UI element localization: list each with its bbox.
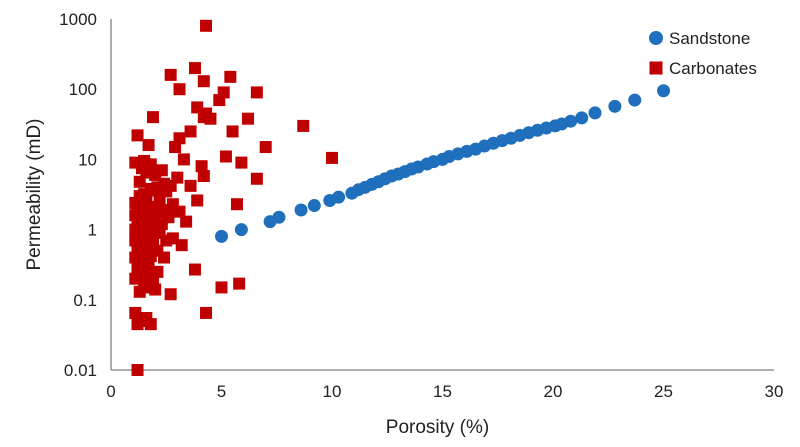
carbonates-point <box>226 125 239 138</box>
carbonates-point <box>197 170 210 183</box>
carbonates-point <box>169 141 182 154</box>
carbonates-point <box>242 112 255 125</box>
x-tick-label: 25 <box>654 382 673 401</box>
sandstone-point <box>215 229 228 243</box>
carbonates-point <box>177 153 190 166</box>
carbonates-point <box>195 160 208 173</box>
carbonates-point <box>204 112 217 125</box>
carbonates-point <box>131 364 144 376</box>
carbonates-point <box>250 86 263 99</box>
sandstone-point <box>564 114 578 128</box>
carbonates-point <box>224 70 237 83</box>
carbonates-point <box>133 175 146 188</box>
y-tick-label: 0.01 <box>64 361 97 380</box>
y-axis-title: Permeability (mD) <box>24 118 45 270</box>
y-tick-label: 100 <box>69 80 97 99</box>
carbonates-point <box>200 306 213 319</box>
carbonates-point <box>191 194 204 207</box>
x-tick-label: 20 <box>544 382 563 401</box>
sandstone-point <box>272 210 286 224</box>
sandstone-point <box>575 111 589 125</box>
carbonates-point <box>173 205 186 218</box>
sandstone-point <box>307 199 321 213</box>
x-tick-label: 30 <box>765 382 784 401</box>
carbonates-point <box>197 75 210 88</box>
x-tick-label: 5 <box>217 382 226 401</box>
y-tick-label: 0.1 <box>73 291 97 310</box>
carbonates-point <box>235 156 248 169</box>
x-axis-title: Porosity (%) <box>386 417 489 438</box>
carbonates-point <box>140 166 153 179</box>
carbonates-point <box>160 234 173 247</box>
sandstone-point <box>657 84 670 98</box>
carbonates-point <box>164 288 177 301</box>
carbonates-point <box>219 150 232 163</box>
carbonates-point <box>180 215 193 228</box>
data-points <box>129 19 670 376</box>
sandstone-point <box>628 93 642 107</box>
carbonates-point <box>217 86 230 99</box>
x-tick-label: 15 <box>433 382 452 401</box>
carbonates-point <box>158 251 171 264</box>
sandstone-point <box>588 106 602 120</box>
carbonates-point <box>233 277 246 290</box>
carbonates-point <box>133 285 146 298</box>
x-tick-label: 0 <box>106 382 115 401</box>
legend-label-sandstone: Sandstone <box>669 29 750 48</box>
y-tick-label: 1000 <box>59 10 97 29</box>
carbonates-point <box>131 318 144 331</box>
sandstone-point <box>608 99 622 113</box>
carbonates-point <box>131 129 144 142</box>
x-tick-label: 10 <box>323 382 342 401</box>
carbonates-point <box>142 139 155 152</box>
sandstone-point <box>294 203 308 217</box>
carbonates-point <box>326 151 338 164</box>
carbonates-point <box>297 119 310 132</box>
carbonates-point <box>146 111 159 124</box>
carbonates-point <box>184 125 197 138</box>
sandstone-point <box>234 223 248 237</box>
y-tick-label: 10 <box>78 150 97 169</box>
carbonates-point <box>200 19 213 32</box>
legend: Sandstone Carbonates <box>649 29 757 78</box>
carbonates-point <box>188 62 201 75</box>
carbonates-point <box>250 172 263 185</box>
legend-marker-sandstone <box>649 31 663 45</box>
legend-label-carbonates: Carbonates <box>669 59 757 78</box>
carbonates-point <box>175 239 188 252</box>
carbonates-point <box>215 281 228 294</box>
carbonates-point <box>184 179 197 192</box>
carbonates-point <box>173 83 186 96</box>
carbonates-point <box>144 318 157 331</box>
carbonates-point <box>259 141 272 154</box>
sandstone-point <box>332 190 346 204</box>
carbonates-point <box>164 68 177 81</box>
legend-marker-carbonates <box>649 61 663 75</box>
carbonates-point <box>149 283 162 296</box>
y-tick-label: 1 <box>88 221 97 240</box>
carbonates-point <box>230 198 243 211</box>
carbonates-point <box>188 263 201 276</box>
axes: 0 5 10 15 20 25 30 0.01 0.1 1 10 100 1000 <box>59 10 783 401</box>
